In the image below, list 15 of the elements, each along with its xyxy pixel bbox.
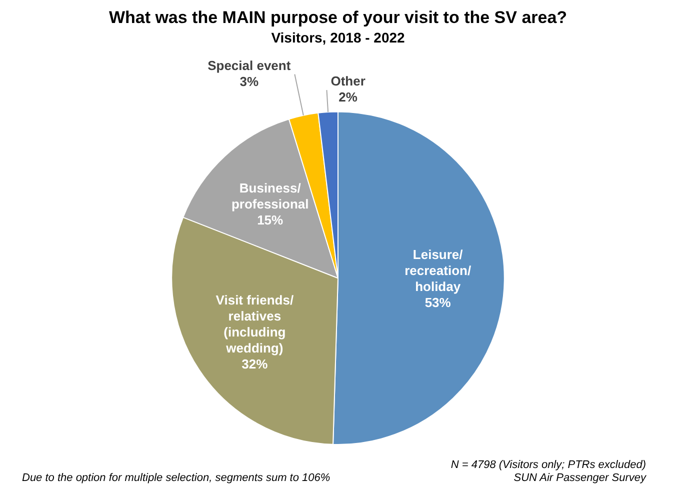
data-label: 32% — [242, 356, 268, 372]
data-label: 15% — [257, 212, 284, 228]
data-label: 2% — [338, 90, 358, 105]
chart-subtitle: Visitors, 2018 - 2022 — [271, 30, 406, 46]
data-label: 53% — [424, 295, 452, 310]
text: N = 4798 (Visitors only; PTRs excluded) — [450, 459, 646, 471]
slice-label: Business/ professional — [231, 180, 309, 212]
text: SUN Air Passenger Survey — [514, 472, 646, 484]
text: Due to the option for multiple selection, segments sum to 106% — [22, 472, 330, 484]
slice-label: Special event — [208, 58, 292, 73]
chart-title: What was the MAIN purpose of your visit to the SV area? — [108, 8, 568, 27]
slice-label: Leisure/ recreation/ holiday — [404, 247, 472, 294]
data-label: 3% — [240, 74, 259, 89]
slice-label: Other — [330, 74, 366, 89]
slice-label: Visit friends/ relatives (including wedding) — [216, 292, 294, 356]
